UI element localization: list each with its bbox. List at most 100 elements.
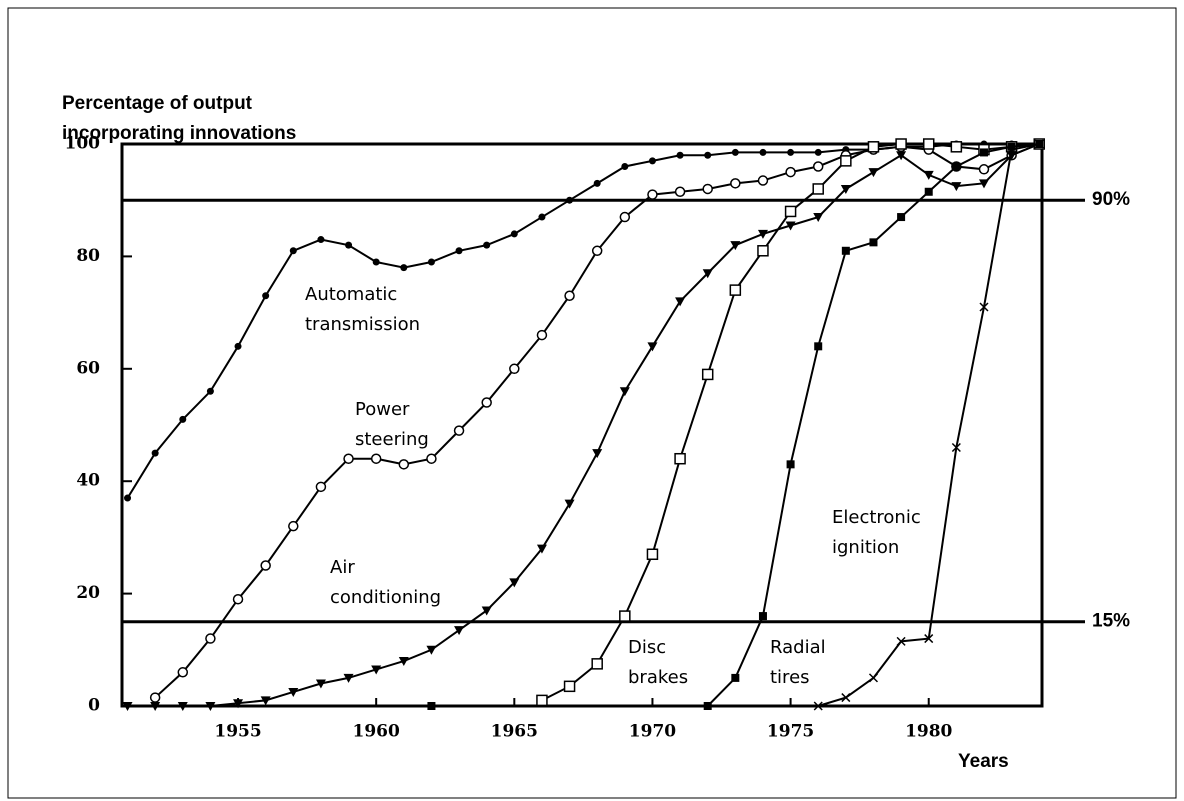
marker	[370, 453, 382, 464]
marker	[702, 183, 713, 195]
marker	[924, 634, 934, 644]
y-axis-title-line: incorporating innovations	[62, 123, 296, 144]
marker	[840, 184, 851, 194]
marker	[619, 211, 631, 223]
marker	[895, 138, 907, 150]
marker	[205, 633, 216, 644]
marker	[703, 702, 712, 710]
marker	[731, 673, 740, 682]
marker	[923, 170, 934, 180]
marker	[536, 329, 548, 341]
marker	[260, 696, 271, 706]
marker	[315, 481, 327, 493]
marker	[702, 269, 713, 279]
marker	[896, 636, 906, 646]
page-border	[7, 7, 1177, 799]
marker	[509, 578, 520, 588]
marker	[536, 694, 548, 707]
marker	[481, 397, 492, 408]
marker	[288, 687, 299, 697]
marker	[868, 168, 879, 178]
marker	[427, 258, 435, 266]
marker	[897, 213, 906, 222]
marker	[979, 302, 989, 312]
marker	[317, 236, 325, 244]
marker	[867, 141, 880, 153]
marker	[812, 183, 824, 195]
marker	[151, 449, 159, 457]
marker	[177, 702, 188, 711]
marker	[757, 229, 768, 239]
marker	[149, 692, 161, 703]
marker	[177, 667, 189, 678]
marker	[841, 246, 850, 255]
marker	[647, 189, 658, 200]
marker	[868, 673, 879, 683]
marker	[427, 702, 436, 710]
marker	[564, 290, 575, 301]
marker	[563, 680, 576, 693]
reference-label: 90%	[1092, 189, 1130, 210]
marker	[869, 238, 878, 247]
y-tick-label: 80	[76, 246, 100, 266]
marker	[648, 157, 656, 165]
marker	[674, 452, 686, 465]
marker	[619, 387, 630, 397]
marker	[454, 626, 465, 636]
marker	[593, 179, 601, 187]
marker	[564, 499, 575, 509]
series-label: Air conditioning	[330, 557, 441, 608]
marker	[426, 453, 437, 464]
y-tick-label: 60	[76, 358, 100, 378]
series-line	[127, 143, 1040, 707]
x-tick-label: 1975	[767, 722, 814, 742]
marker	[538, 213, 546, 221]
series-label: Power steering	[355, 399, 429, 450]
marker	[759, 148, 767, 156]
marker	[647, 342, 658, 352]
marker	[343, 453, 354, 464]
marker	[813, 213, 824, 223]
marker	[592, 449, 603, 459]
marker	[150, 702, 161, 711]
marker	[315, 679, 326, 689]
marker	[343, 673, 354, 683]
marker	[729, 284, 742, 296]
marker	[784, 205, 797, 218]
marker	[922, 138, 935, 150]
marker	[1006, 151, 1017, 161]
marker	[400, 264, 408, 272]
marker	[730, 178, 741, 189]
marker	[179, 415, 187, 423]
marker	[619, 610, 631, 622]
marker	[701, 368, 714, 381]
marker	[205, 702, 216, 711]
marker	[371, 665, 382, 675]
marker	[122, 702, 133, 711]
marker	[757, 175, 769, 186]
y-tick-label: 40	[76, 471, 100, 491]
marker	[509, 363, 520, 375]
marker	[674, 186, 686, 198]
series-line	[126, 143, 1040, 499]
marker	[372, 258, 380, 266]
plot-frame	[120, 142, 1044, 708]
marker	[646, 548, 659, 561]
marker	[812, 161, 824, 172]
marker	[288, 520, 299, 532]
marker	[233, 699, 244, 709]
marker	[758, 612, 767, 621]
x-tick-label: 1970	[629, 722, 676, 742]
marker	[951, 182, 962, 192]
marker	[510, 230, 518, 238]
marker	[785, 166, 796, 178]
marker	[952, 162, 961, 171]
marker	[675, 297, 686, 307]
y-tick-label: 100	[65, 134, 101, 154]
marker	[814, 342, 823, 351]
marker	[757, 245, 769, 257]
marker	[483, 241, 491, 249]
marker	[676, 151, 684, 159]
marker	[924, 187, 933, 196]
